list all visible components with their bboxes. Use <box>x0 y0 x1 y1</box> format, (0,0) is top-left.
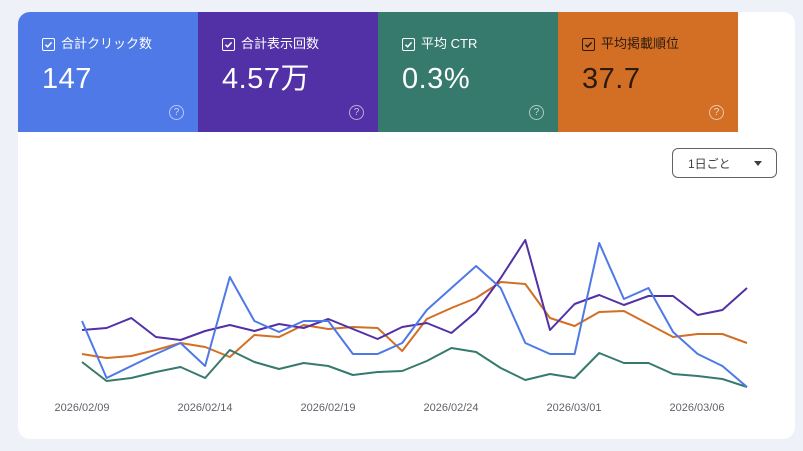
x-axis-labels: 2026/02/09 2026/02/14 2026/02/19 2026/02… <box>18 402 795 418</box>
checkbox-checked-icon[interactable] <box>222 37 235 51</box>
help-icon[interactable]: ? <box>169 105 184 120</box>
help-icon[interactable]: ? <box>529 105 544 120</box>
help-icon[interactable]: ? <box>349 105 364 120</box>
x-tick-label: 2026/03/01 <box>546 402 602 414</box>
metric-value: 0.3% <box>402 63 471 95</box>
performance-line-chart[interactable] <box>18 12 795 439</box>
metric-value: 37.7 <box>582 63 641 95</box>
series-line <box>81 347 748 388</box>
metric-label: 平均掲載順位 <box>601 36 680 51</box>
metric-label: 合計表示回数 <box>241 36 320 51</box>
granularity-selected: 1日ごと <box>688 156 731 171</box>
performance-panel: 合計クリック数 147 ? 合計表示回数 4.57万 ? 平均 CTR 0.3%… <box>18 12 795 439</box>
x-tick-label: 2026/02/19 <box>300 402 356 414</box>
x-tick-label: 2026/02/24 <box>423 402 479 414</box>
granularity-dropdown[interactable]: 1日ごと <box>672 148 777 178</box>
metric-label-row: 合計表示回数 <box>222 36 378 52</box>
checkbox-checked-icon[interactable] <box>402 37 415 51</box>
x-tick-label: 2026/03/06 <box>669 402 725 414</box>
checkbox-checked-icon[interactable] <box>582 37 595 51</box>
metric-label-row: 合計クリック数 <box>42 36 198 52</box>
metric-card-clicks[interactable]: 合計クリック数 147 ? <box>18 12 198 132</box>
caret-down-icon <box>754 161 762 166</box>
metric-card-impressions[interactable]: 合計表示回数 4.57万 ? <box>198 12 378 132</box>
checkbox-checked-icon[interactable] <box>42 37 55 51</box>
metric-label-row: 平均 CTR <box>402 36 558 52</box>
metric-value: 147 <box>42 63 92 95</box>
metric-label: 平均 CTR <box>421 36 478 51</box>
series-line <box>81 242 748 388</box>
series-line <box>81 281 748 359</box>
metric-card-ctr[interactable]: 平均 CTR 0.3% ? <box>378 12 558 132</box>
help-icon[interactable]: ? <box>709 105 724 120</box>
x-tick-label: 2026/02/14 <box>177 402 233 414</box>
metric-label: 合計クリック数 <box>61 36 153 51</box>
metric-value: 4.57万 <box>222 63 310 95</box>
metric-cards: 合計クリック数 147 ? 合計表示回数 4.57万 ? 平均 CTR 0.3%… <box>18 12 738 132</box>
x-tick-label: 2026/02/09 <box>54 402 110 414</box>
metric-label-row: 平均掲載順位 <box>582 36 738 52</box>
metric-card-position[interactable]: 平均掲載順位 37.7 ? <box>558 12 738 132</box>
